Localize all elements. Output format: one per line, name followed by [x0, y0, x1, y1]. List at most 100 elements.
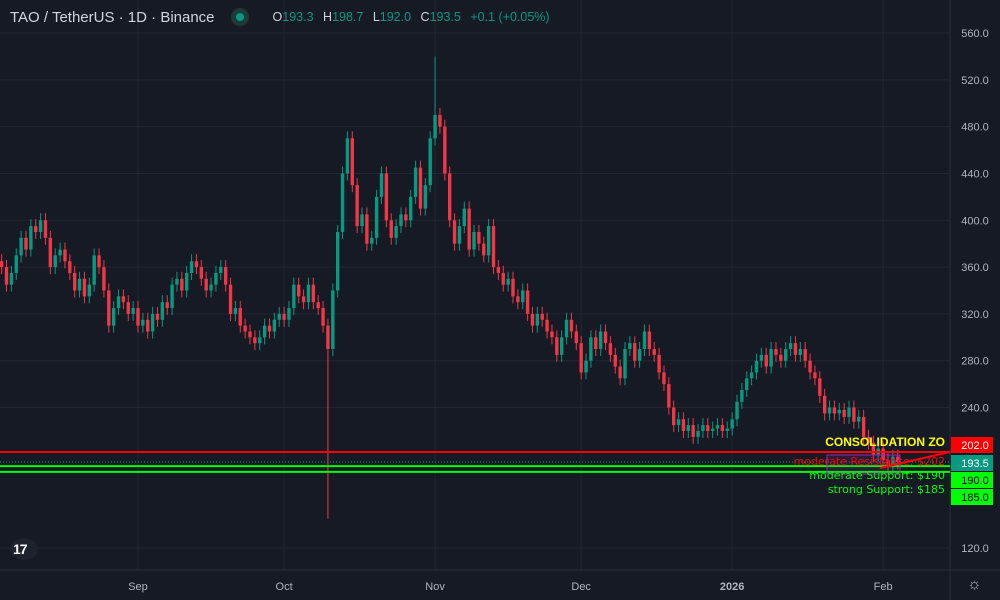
candle-body — [423, 185, 428, 209]
candle-body — [399, 214, 403, 227]
candle-body — [779, 354, 783, 361]
candle-body — [24, 237, 28, 250]
candle-body — [131, 308, 135, 314]
candle-body — [331, 290, 335, 350]
candle-body — [97, 255, 101, 268]
change-value: +0.1 (+0.05%) — [470, 10, 550, 24]
candle-body — [696, 430, 700, 437]
candle-body — [253, 337, 257, 344]
candle-body — [564, 319, 569, 338]
candle-body — [613, 354, 617, 367]
candle-body — [555, 337, 559, 355]
candle-body — [871, 442, 876, 455]
candle-body — [886, 460, 890, 467]
candle-body — [521, 290, 525, 303]
candle-body — [326, 325, 330, 350]
time-tick-label: Sep — [128, 581, 148, 593]
candle-body — [321, 308, 325, 326]
candle-body — [608, 343, 613, 355]
candle-body — [452, 220, 457, 244]
candle-body — [370, 237, 374, 244]
candle-body — [126, 302, 130, 314]
candle-body — [87, 284, 91, 297]
price-label-text: 193.5 — [961, 458, 989, 470]
candle-body — [433, 114, 437, 139]
candle-body — [866, 436, 871, 443]
candle-body — [175, 278, 179, 285]
candle-body — [769, 349, 773, 367]
candle-body — [141, 319, 145, 326]
candle-body — [647, 331, 652, 350]
candle-body — [896, 456, 900, 462]
candle-body — [857, 416, 861, 422]
candle-body — [19, 237, 23, 256]
candle-body — [827, 407, 832, 414]
time-tick-label: Feb — [874, 581, 893, 593]
candle-body — [715, 425, 720, 429]
candle-body — [501, 272, 505, 285]
candle-body — [58, 249, 62, 256]
price-tick-label: 240.0 — [961, 403, 989, 415]
candle-body — [594, 337, 598, 350]
candle-body — [793, 343, 798, 355]
candle-body — [389, 220, 393, 238]
candle-body — [185, 272, 189, 291]
candle-body — [754, 360, 759, 373]
candle-body — [472, 231, 476, 250]
candle-body — [107, 290, 111, 326]
candle-body — [662, 372, 666, 385]
candle-body — [111, 308, 116, 326]
candle-body — [379, 173, 384, 197]
candle-body — [832, 407, 837, 414]
candle-body — [277, 313, 281, 320]
candle-body — [287, 308, 291, 320]
candle-body — [72, 272, 77, 291]
level-annotation: moderate Resistance: $202 — [793, 455, 945, 468]
candle-body — [243, 325, 247, 332]
settings-gear-icon[interactable]: ☼ — [967, 576, 982, 593]
candle-body — [223, 267, 228, 285]
tradingview-logo[interactable]: 17 — [10, 538, 38, 560]
candle-body — [63, 249, 67, 262]
candle-body — [116, 296, 121, 309]
price-label-badge — [951, 455, 993, 471]
candle-body — [394, 226, 398, 238]
candle-body — [589, 337, 593, 361]
candle-body — [710, 428, 715, 431]
candle-body — [559, 337, 564, 355]
candle-body — [457, 226, 462, 244]
candle-body — [447, 173, 452, 221]
candle-body — [238, 308, 242, 326]
candle-body — [68, 261, 72, 273]
market-status-icon — [230, 8, 249, 26]
candle-body — [784, 349, 788, 361]
symbol-title[interactable]: TAO / TetherUS · 1D · Binance — [10, 8, 215, 26]
candle-body — [579, 343, 583, 373]
candle-body — [628, 343, 632, 350]
open-value: 193.3 — [282, 10, 314, 24]
candle-body — [603, 331, 608, 344]
candle-body — [891, 456, 895, 467]
candle-body — [550, 331, 554, 338]
candle-body — [706, 425, 710, 431]
price-tick-label: 360.0 — [961, 262, 989, 274]
consolidation-zone-box — [826, 454, 901, 475]
candle-body — [301, 296, 306, 303]
candle-body — [292, 284, 296, 309]
candle-body — [413, 167, 418, 197]
candle-body — [813, 372, 817, 379]
candle-body — [228, 284, 233, 314]
candle-body — [306, 284, 311, 303]
candle-body — [672, 407, 676, 426]
candle-body — [272, 319, 277, 332]
candle-body — [759, 354, 764, 361]
price-label-text: 202.0 — [961, 440, 989, 452]
candle-body — [345, 138, 350, 174]
candle-body — [681, 419, 686, 431]
candle-body — [189, 261, 194, 273]
candle-body — [34, 226, 38, 232]
candle-body — [204, 278, 208, 291]
candle-body — [4, 267, 9, 285]
candle-body — [360, 214, 364, 227]
